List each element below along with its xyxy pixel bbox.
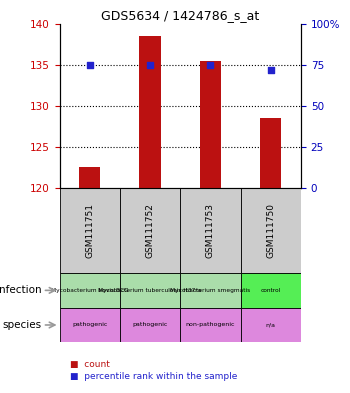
Text: Mycobacterium tuberculosis H37ra: Mycobacterium tuberculosis H37ra bbox=[98, 288, 202, 293]
Bar bbox=[180, 308, 241, 342]
Bar bbox=[140, 36, 161, 188]
Text: ■  percentile rank within the sample: ■ percentile rank within the sample bbox=[70, 372, 237, 381]
Text: non-pathogenic: non-pathogenic bbox=[186, 323, 235, 327]
Text: pathogenic: pathogenic bbox=[72, 323, 107, 327]
Bar bbox=[180, 273, 241, 308]
Bar bbox=[200, 61, 221, 188]
Point bbox=[147, 62, 153, 68]
Bar bbox=[180, 188, 241, 273]
Text: n/a: n/a bbox=[266, 323, 276, 327]
Bar bbox=[241, 308, 301, 342]
Text: GSM111753: GSM111753 bbox=[206, 203, 215, 258]
Bar bbox=[241, 188, 301, 273]
Title: GDS5634 / 1424786_s_at: GDS5634 / 1424786_s_at bbox=[101, 9, 259, 22]
Text: control: control bbox=[261, 288, 281, 293]
Bar bbox=[79, 167, 100, 188]
Text: species: species bbox=[2, 320, 41, 330]
Bar bbox=[120, 273, 180, 308]
Bar bbox=[60, 308, 120, 342]
Text: Mycobacterium bovis BCG: Mycobacterium bovis BCG bbox=[51, 288, 128, 293]
Bar bbox=[60, 273, 120, 308]
Text: GSM111750: GSM111750 bbox=[266, 203, 275, 258]
Bar bbox=[241, 273, 301, 308]
Bar bbox=[120, 188, 180, 273]
Point bbox=[268, 66, 274, 73]
Text: infection: infection bbox=[0, 285, 41, 296]
Point bbox=[87, 62, 92, 68]
Bar bbox=[260, 118, 281, 188]
Point bbox=[208, 62, 213, 68]
Text: ■  count: ■ count bbox=[70, 360, 110, 369]
Text: GSM111751: GSM111751 bbox=[85, 203, 94, 258]
Bar bbox=[60, 188, 120, 273]
Bar bbox=[120, 308, 180, 342]
Text: GSM111752: GSM111752 bbox=[146, 203, 155, 258]
Text: pathogenic: pathogenic bbox=[132, 323, 168, 327]
Text: Mycobacterium smegmatis: Mycobacterium smegmatis bbox=[170, 288, 251, 293]
